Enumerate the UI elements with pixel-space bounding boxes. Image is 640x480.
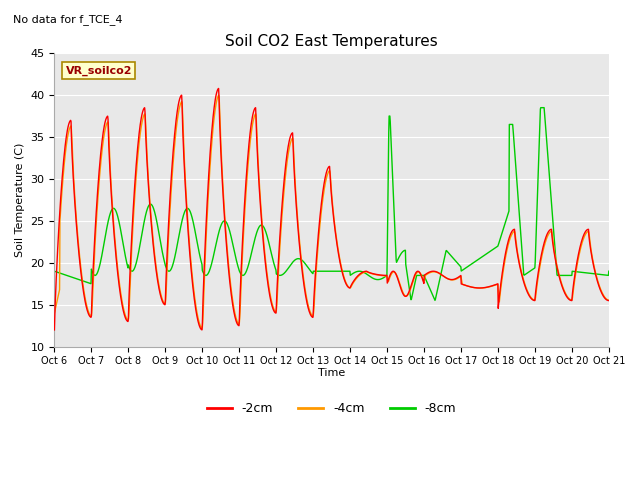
Legend: -2cm, -4cm, -8cm: -2cm, -4cm, -8cm xyxy=(202,397,461,420)
Text: No data for f_TCE_4: No data for f_TCE_4 xyxy=(13,14,122,25)
Y-axis label: Soil Temperature (C): Soil Temperature (C) xyxy=(15,143,25,257)
X-axis label: Time: Time xyxy=(318,368,345,378)
Text: VR_soilco2: VR_soilco2 xyxy=(65,66,132,76)
Title: Soil CO2 East Temperatures: Soil CO2 East Temperatures xyxy=(225,34,438,49)
